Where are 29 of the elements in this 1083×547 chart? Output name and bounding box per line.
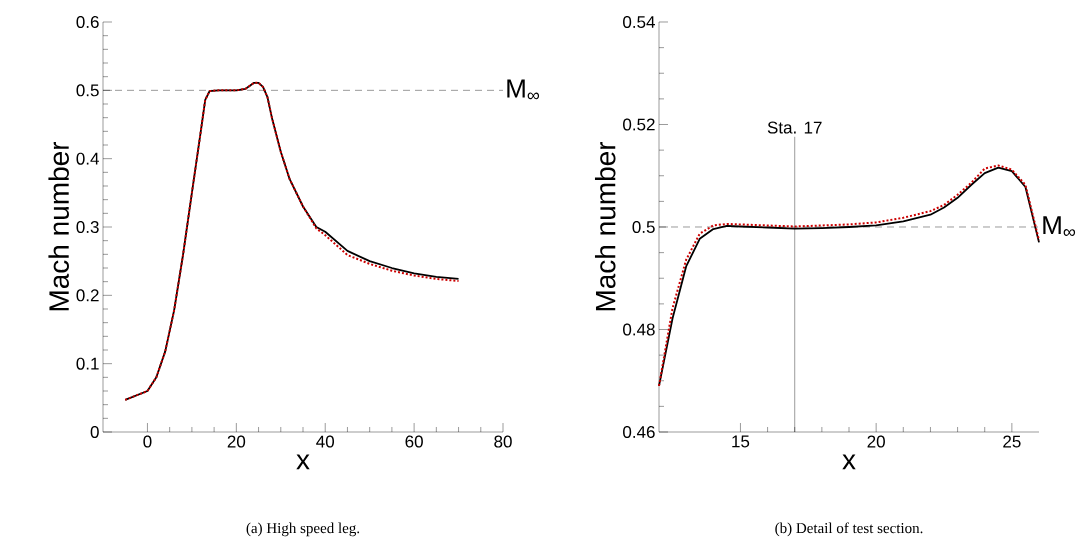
x-axis-title: x xyxy=(296,454,310,470)
x-tick-label: 15 xyxy=(732,435,750,448)
y-tick-label: 0.5 xyxy=(76,84,99,97)
y-tick-label: 0.3 xyxy=(76,220,99,234)
text: (a) High speed leg. xyxy=(246,522,360,537)
x-tick-label: 20 xyxy=(867,435,885,448)
y-axis-title: Mach number xyxy=(48,141,69,311)
x-tick-label: 25 xyxy=(1003,435,1021,448)
x-axis-title: x xyxy=(842,454,856,470)
y-tick-label: 0.52 xyxy=(623,118,655,131)
y-tick-label: 0.4 xyxy=(76,152,99,165)
ref-line-label: M$_{∞}$ xyxy=(1043,216,1076,237)
y-tick-label: 0.6 xyxy=(76,15,99,29)
y-tick-label: 0.48 xyxy=(623,323,655,336)
y-tick-label: 0.2 xyxy=(76,289,99,302)
y-tick-label: 0.1 xyxy=(76,357,99,370)
y-tick-label: 0.5 xyxy=(632,220,655,234)
y-tick-label: 0 xyxy=(90,425,99,439)
text: (b) Detail of test section. xyxy=(775,522,923,537)
x-tick-label: 0 xyxy=(143,435,152,448)
x-tick-label: 80 xyxy=(494,435,512,448)
y-tick-label: 0.54 xyxy=(623,15,655,29)
y-axis-title: Mach number xyxy=(594,141,616,311)
x-tick-label: 20 xyxy=(227,435,246,448)
ref-line-label: Sta. 17 xyxy=(767,121,822,134)
ref-line-label: M$_{∞}$ xyxy=(507,79,540,100)
x-tick-label: 60 xyxy=(405,435,423,448)
y-tick-label: 0.46 xyxy=(623,425,655,439)
x-tick-label: 40 xyxy=(316,435,335,448)
